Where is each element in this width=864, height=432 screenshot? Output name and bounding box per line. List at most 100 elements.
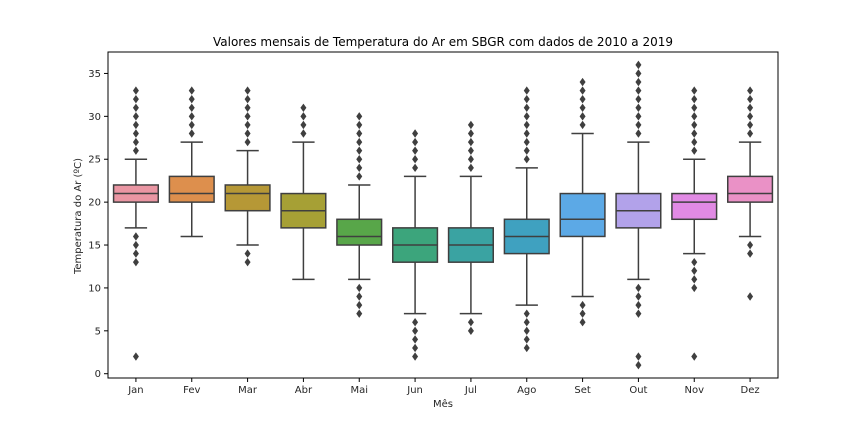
outlier-point bbox=[412, 137, 419, 147]
outlier-point bbox=[691, 86, 698, 95]
outlier-point bbox=[579, 86, 586, 95]
box-dez bbox=[727, 86, 774, 301]
iqr-box bbox=[168, 175, 215, 203]
outlier-point bbox=[747, 103, 754, 112]
x-tick-label: Abr bbox=[295, 385, 313, 396]
outlier-point bbox=[188, 86, 195, 95]
x-tick-label: Mar bbox=[238, 385, 258, 396]
x-axis: Jan Fev Mar Abr Mai Jun Jul Ago Set Out Nov Dez bbox=[127, 378, 760, 396]
outlier-point bbox=[412, 129, 419, 138]
outlier-point bbox=[523, 326, 530, 336]
outlier-point bbox=[467, 326, 474, 336]
outlier-point bbox=[523, 343, 530, 353]
axes-frame bbox=[107, 51, 779, 379]
outlier-point bbox=[691, 112, 698, 121]
outlier-point bbox=[523, 146, 530, 155]
outlier-point bbox=[635, 86, 642, 95]
outlier-point bbox=[467, 120, 474, 130]
outlier-point bbox=[691, 283, 698, 293]
outlier-point bbox=[691, 137, 698, 147]
x-tick-label: Jun bbox=[406, 385, 423, 396]
outlier-point bbox=[244, 94, 251, 104]
outlier-point bbox=[356, 163, 363, 173]
outlier-point bbox=[356, 172, 363, 181]
outlier-point bbox=[691, 103, 698, 112]
outlier-point bbox=[356, 137, 363, 147]
outlier-point bbox=[523, 309, 530, 318]
box-abr bbox=[280, 103, 327, 281]
outlier-point bbox=[523, 86, 530, 95]
chart-title: Valores mensais de Temperatura do Ar em … bbox=[213, 35, 673, 49]
outlier-point bbox=[132, 257, 139, 267]
outlier-point bbox=[412, 318, 419, 327]
outlier-point bbox=[523, 335, 530, 344]
outlier-point bbox=[132, 129, 139, 138]
outlier-point bbox=[356, 112, 363, 121]
outlier-point bbox=[523, 120, 530, 130]
outlier-point bbox=[579, 103, 586, 112]
outlier-point bbox=[412, 146, 419, 155]
outlier-point bbox=[691, 352, 698, 361]
outlier-point bbox=[635, 283, 642, 293]
box-mai bbox=[336, 112, 383, 318]
outlier-point bbox=[188, 120, 195, 130]
outlier-point bbox=[747, 249, 754, 258]
outlier-point bbox=[412, 335, 419, 344]
outlier-point bbox=[244, 137, 251, 147]
outlier-point bbox=[523, 94, 530, 104]
x-tick-label: Ago bbox=[517, 385, 536, 396]
outlier-point bbox=[635, 352, 642, 361]
box-jan bbox=[112, 86, 160, 361]
outlier-point bbox=[244, 120, 251, 130]
iqr-box bbox=[727, 175, 774, 203]
outlier-point bbox=[691, 94, 698, 104]
outlier-point bbox=[188, 94, 195, 104]
y-tick-label: 10 bbox=[88, 283, 101, 294]
outlier-point bbox=[356, 129, 363, 138]
outlier-point bbox=[523, 137, 530, 147]
outlier-point bbox=[132, 240, 139, 250]
outlier-point bbox=[523, 112, 530, 121]
outlier-point bbox=[691, 120, 698, 130]
outlier-point bbox=[635, 129, 642, 138]
y-tick-label: 5 bbox=[95, 326, 101, 337]
outlier-point bbox=[356, 155, 363, 164]
outlier-point bbox=[132, 120, 139, 130]
y-tick-label: 30 bbox=[88, 112, 101, 123]
x-tick-label: Set bbox=[574, 385, 591, 396]
box-jun bbox=[392, 129, 439, 361]
y-tick-label: 25 bbox=[88, 155, 101, 166]
iqr-box bbox=[336, 218, 383, 246]
outlier-point bbox=[300, 103, 307, 112]
x-tick-label: Out bbox=[629, 385, 647, 396]
outlier-point bbox=[356, 300, 363, 310]
outlier-point bbox=[579, 120, 586, 130]
outlier-point bbox=[579, 94, 586, 104]
outlier-point bbox=[356, 120, 363, 130]
box-fev bbox=[168, 86, 215, 238]
box-mar bbox=[224, 86, 271, 267]
outlier-point bbox=[188, 103, 195, 112]
outlier-point bbox=[132, 94, 139, 104]
outlier-point bbox=[747, 240, 754, 250]
outlier-point bbox=[635, 94, 642, 104]
outlier-point bbox=[635, 77, 642, 87]
outlier-point bbox=[132, 112, 139, 121]
plot-area bbox=[112, 60, 774, 370]
outlier-point bbox=[691, 266, 698, 275]
outlier-point bbox=[747, 94, 754, 104]
outlier-point bbox=[356, 309, 363, 318]
box-ago bbox=[503, 86, 550, 353]
outlier-point bbox=[356, 292, 363, 301]
outlier-point bbox=[132, 137, 139, 147]
outlier-point bbox=[691, 275, 698, 284]
outlier-point bbox=[635, 120, 642, 130]
x-tick-label: Nov bbox=[684, 385, 704, 396]
outlier-point bbox=[467, 163, 474, 173]
y-tick-label: 15 bbox=[88, 241, 101, 252]
outlier-point bbox=[300, 120, 307, 130]
outlier-point bbox=[579, 77, 586, 87]
x-tick-label: Jan bbox=[127, 385, 143, 396]
outlier-point bbox=[691, 257, 698, 267]
outlier-point bbox=[244, 257, 251, 267]
